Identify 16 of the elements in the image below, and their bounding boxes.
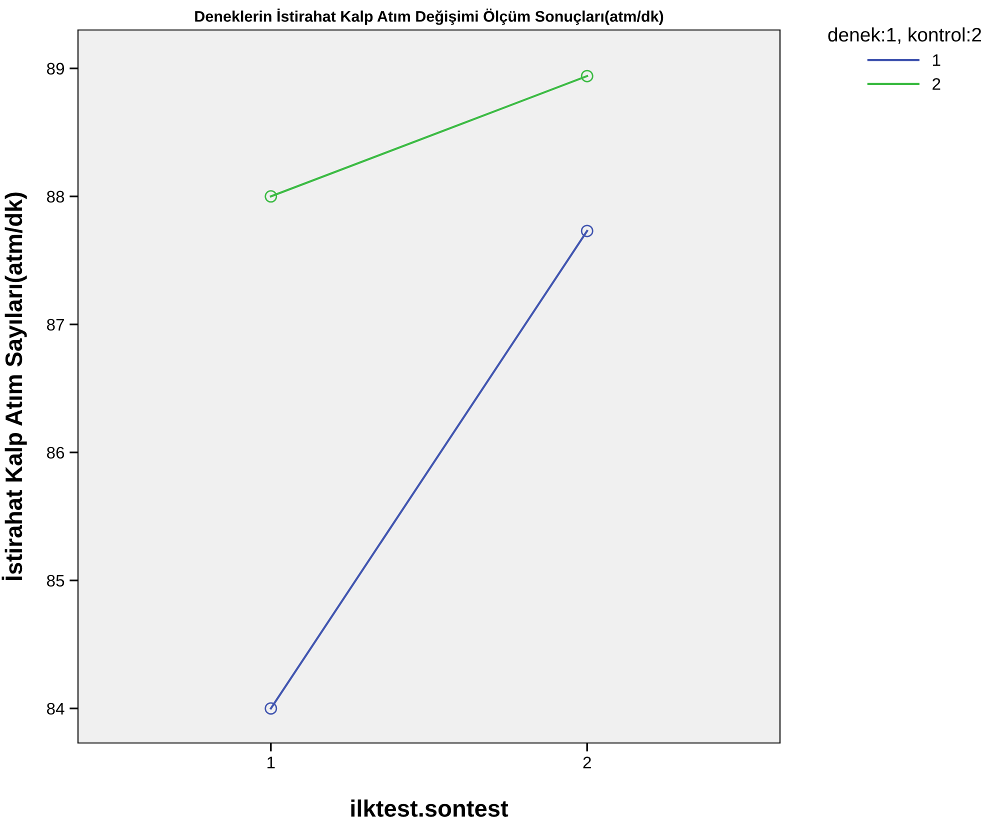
point <box>580 224 594 238</box>
y-tick-label: 88 <box>46 190 64 203</box>
y-tick-label: 86 <box>46 446 64 459</box>
y-tick-label: 89 <box>46 62 64 75</box>
y-tick-label: 87 <box>46 318 64 331</box>
point <box>580 70 594 82</box>
chart-title: Deneklerin İstirahat Kalp Atım Değişimi Ölçüm Sonuçları(atm/dk) <box>195 8 664 25</box>
x-axis-title: ilktest.sontest <box>351 800 508 817</box>
y-tick-label: 84 <box>46 702 64 715</box>
point <box>264 190 278 203</box>
legend-title: denek:1, kontrol:2 <box>828 27 982 44</box>
y-axis-title: İstirahat Kalp Atım Sayıları(atm/dk) <box>2 192 27 580</box>
point <box>264 702 278 715</box>
y-tick-label: 85 <box>46 574 64 587</box>
legend-label: 2 <box>932 78 940 90</box>
legend-label: 1 <box>933 54 940 66</box>
